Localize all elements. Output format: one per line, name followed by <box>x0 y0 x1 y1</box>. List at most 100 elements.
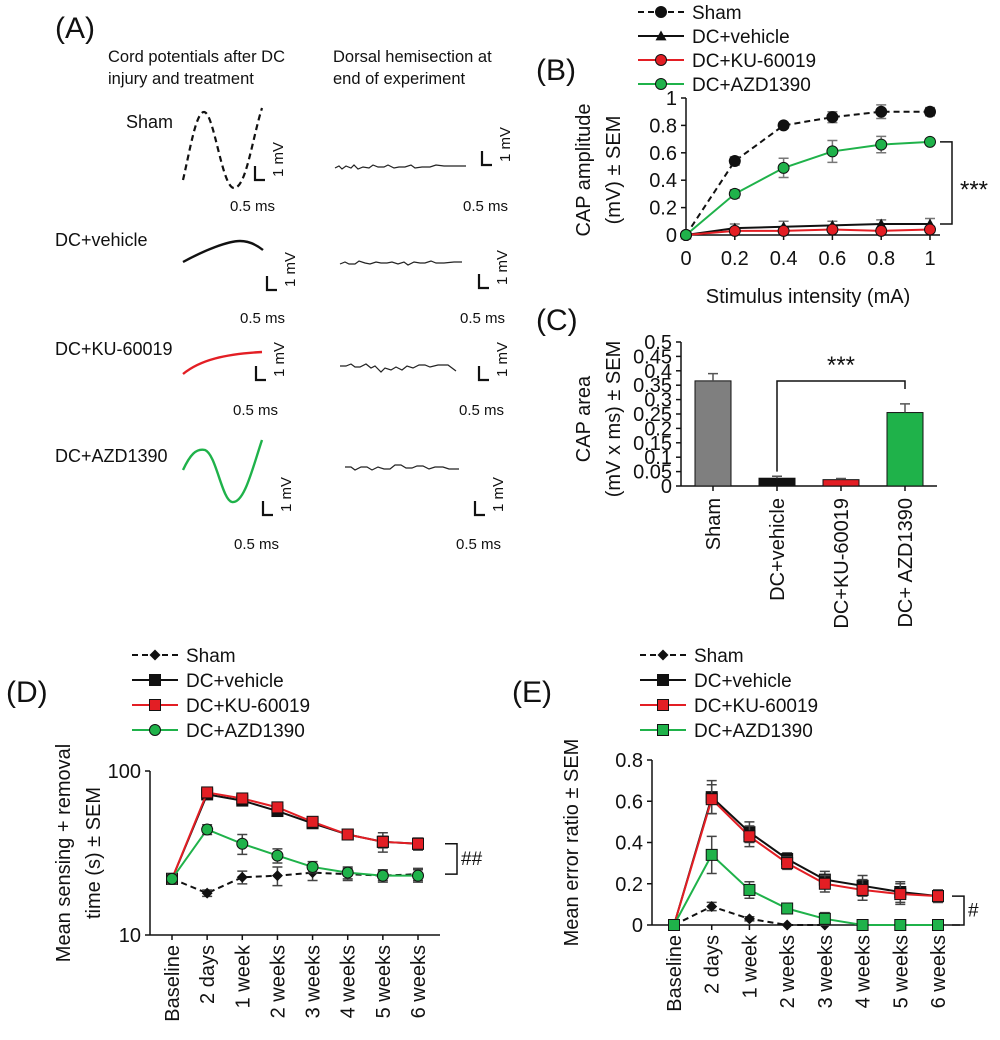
data-point <box>875 138 888 151</box>
data-point <box>781 857 794 870</box>
y-axis-label: Mean error ratio ± SEM <box>561 739 583 947</box>
y-tick-label: 0.4 <box>644 361 672 383</box>
col2-title-line1: Dorsal hemisection at <box>333 48 492 66</box>
scale-bar <box>253 166 265 182</box>
data-point <box>412 837 424 850</box>
trace-label-sham: Sham <box>126 112 173 132</box>
legend-marker <box>655 30 667 41</box>
legend-marker <box>657 674 669 686</box>
trace-azd <box>181 439 264 504</box>
scale-label-ms: 0.5 ms <box>233 402 278 419</box>
legend-label: Sham <box>694 646 744 667</box>
trace-sham <box>181 107 264 190</box>
scale-label-ms: 0.5 ms <box>463 198 508 215</box>
chart-b: Sham DC+vehicle DC+KU-60019 DC+AZD1390 0 0.2 0… <box>573 3 988 308</box>
data-point <box>743 883 756 896</box>
scale-label-mv: 1 mV <box>278 477 295 512</box>
legend-label: DC+AZD1390 <box>692 75 811 96</box>
scale-bar <box>261 501 273 517</box>
x-tick-label: 1 week <box>232 944 254 1008</box>
error-bar <box>772 475 782 479</box>
data-point <box>166 872 178 885</box>
trace-vehicle <box>182 239 264 264</box>
data-point <box>201 823 214 836</box>
data-point <box>341 866 354 879</box>
x-tick-label: Baseline <box>664 935 686 1012</box>
data-point <box>777 161 790 174</box>
y-tick-label: 0.6 <box>649 143 677 165</box>
data-point <box>306 815 319 828</box>
data-point <box>728 187 741 200</box>
series-line <box>685 140 931 236</box>
scale-label-ms: 0.5 ms <box>460 310 505 327</box>
scale-label-mv: 1 mV <box>497 127 514 162</box>
legend-marker <box>149 649 161 661</box>
legend-marker <box>657 724 669 736</box>
data-point <box>924 105 936 118</box>
trace-hemi-sham <box>334 164 466 170</box>
data-point <box>201 786 214 799</box>
y-tick-label: 0.4 <box>615 833 643 855</box>
legend-marker <box>655 54 667 66</box>
scale-label-ms: 0.5 ms <box>234 536 279 553</box>
scale-label-mv: 1 mV <box>270 142 287 177</box>
legend-marker <box>149 724 161 736</box>
panel-letter-a: (A) <box>55 12 95 45</box>
y-tick-label: 0.2 <box>644 418 672 440</box>
data-point <box>680 229 692 241</box>
data-point <box>856 919 869 931</box>
y-tick-label: 0.6 <box>615 791 643 813</box>
x-axis-label: Stimulus intensity (mA) <box>706 286 911 308</box>
data-point <box>932 919 944 931</box>
y-tick-label: 0.05 <box>633 462 672 484</box>
scale-label-mv: 1 mV <box>282 252 299 287</box>
y-tick-label: 0 <box>666 225 677 247</box>
x-tick-label: 1 week <box>739 934 761 998</box>
scale-bar <box>473 501 485 517</box>
trace-label-ku: DC+KU-60019 <box>55 339 173 359</box>
col2-title-line2: end of experiment <box>333 70 465 88</box>
chart-d: Sham DC+vehicle DC+KU-60019 DC+AZD1390 10 100… <box>53 646 483 1022</box>
x-tick-label: 0.4 <box>770 248 798 270</box>
scale-bar <box>477 274 489 290</box>
y-tick-label: 0.1 <box>644 447 672 469</box>
legend-label: DC+vehicle <box>186 671 284 692</box>
data-point <box>271 870 283 882</box>
x-tick-label: DC+vehicle <box>767 498 789 601</box>
y-axis-label: CAP amplitude <box>573 103 595 236</box>
data-point <box>826 223 839 236</box>
scale-label-mv: 1 mV <box>494 342 511 377</box>
panel-letter-b: (B) <box>536 54 576 87</box>
scale-bar <box>265 276 277 292</box>
scale-bars: 1 mV 0.5 ms 1 mV 0.5 ms 1 mV 0.5 ms 1 mV 0.5 ms… <box>230 127 514 553</box>
legend-label: Sham <box>692 3 742 24</box>
significance-label: *** <box>827 352 855 379</box>
data-point <box>924 223 936 236</box>
data-point <box>271 849 284 862</box>
x-tick-label: Baseline <box>162 945 184 1022</box>
data-point <box>376 869 389 882</box>
data-point <box>341 828 354 841</box>
data-point <box>894 919 907 931</box>
col1-title-line1: Cord potentials after DC <box>108 48 285 66</box>
series-line <box>685 110 930 236</box>
data-point <box>705 793 718 806</box>
x-tick-label: 2 weeks <box>267 945 289 1018</box>
scale-bar <box>477 366 489 382</box>
y-tick-label: 0 <box>661 476 672 498</box>
x-tick-label: 0.6 <box>818 248 846 270</box>
y-tick-label: 100 <box>108 761 141 783</box>
data-point <box>856 883 869 896</box>
scale-label-ms: 0.5 ms <box>459 402 504 419</box>
data-point <box>306 860 319 873</box>
data-point <box>924 135 936 148</box>
y-tick-label: 0.8 <box>649 115 677 137</box>
bar <box>822 479 860 487</box>
data-point <box>668 919 680 931</box>
data-point <box>781 919 793 931</box>
significance-bracket <box>940 141 953 225</box>
data-point <box>894 888 907 901</box>
data-point <box>875 224 888 237</box>
y-axis-label: time (s) ± SEM <box>83 787 105 919</box>
data-point <box>271 801 284 814</box>
